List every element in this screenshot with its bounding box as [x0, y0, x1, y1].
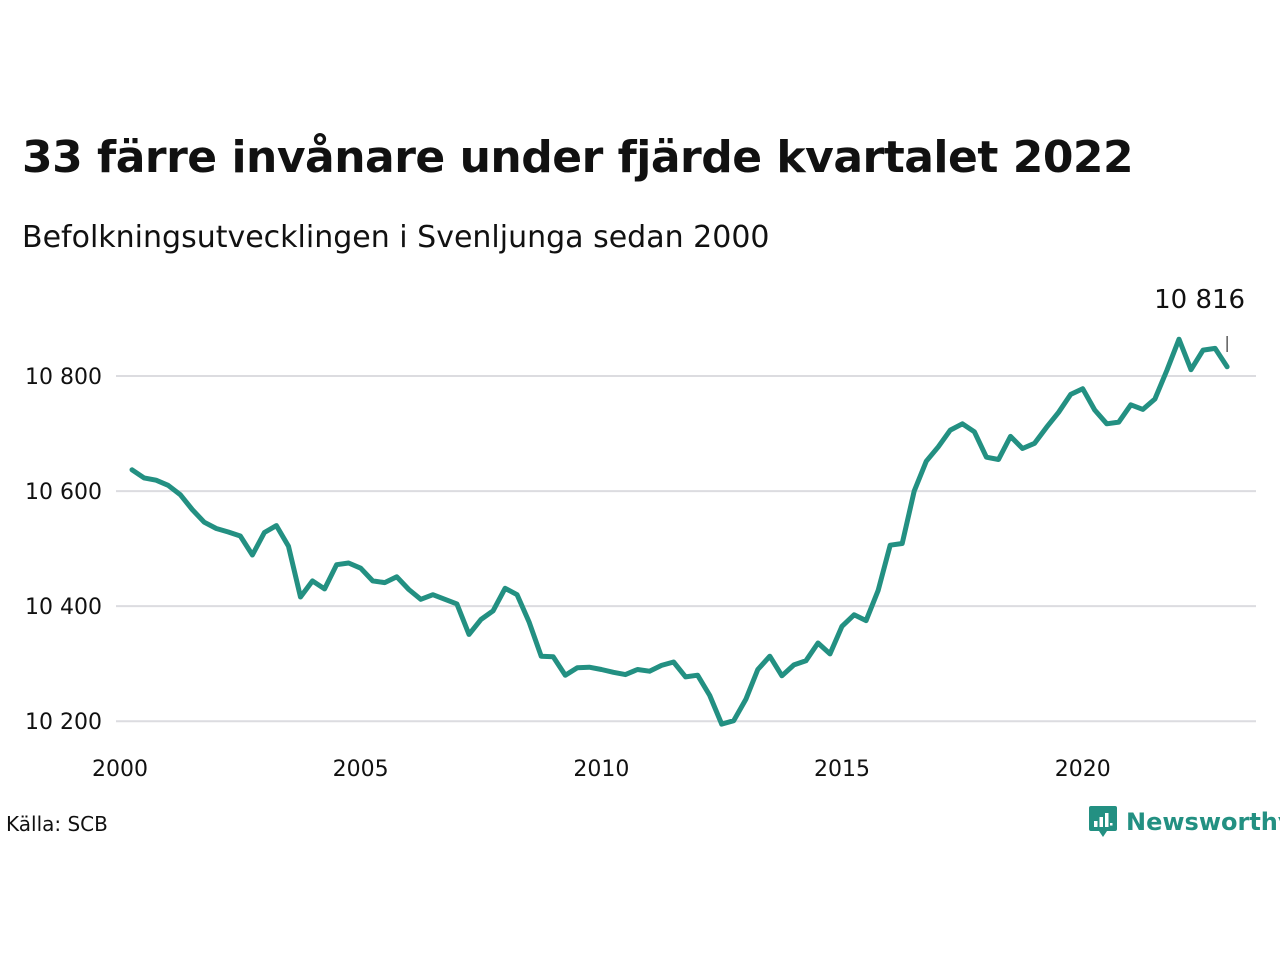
y-tick-label: 10 600	[25, 480, 102, 505]
grid-lines	[116, 375, 1256, 723]
x-tick-label: 2020	[1055, 757, 1111, 782]
x-tick-label: 2015	[814, 757, 870, 782]
chart-title: 33 färre invånare under fjärde kvartalet…	[22, 132, 1134, 183]
x-tick-label: 2010	[573, 757, 629, 782]
x-tick-label: 2005	[333, 757, 389, 782]
series-layer	[129, 336, 1230, 727]
y-axis-ticks: 10 200 10 400 10 600 10 800	[25, 365, 102, 735]
series-line	[129, 336, 1230, 727]
end-annotation: 10 816	[1154, 285, 1245, 352]
y-tick-label: 10 400	[25, 595, 102, 620]
source-note: Källa: SCB	[6, 812, 108, 836]
y-tick-label: 10 800	[25, 365, 102, 390]
x-tick-label: 2000	[92, 757, 148, 782]
y-tick-label: 10 200	[25, 710, 102, 735]
x-axis-ticks: 2000 2005 2010 2015 2020	[92, 757, 1111, 782]
newsworthy-logo-icon	[1089, 806, 1117, 837]
end-value-label: 10 816	[1154, 285, 1245, 315]
brand-logo: Newsworthy	[1088, 804, 1280, 840]
chart-subtitle: Befolkningsutvecklingen i Svenljunga sed…	[22, 220, 770, 255]
brand-name: Newsworthy	[1126, 808, 1280, 836]
